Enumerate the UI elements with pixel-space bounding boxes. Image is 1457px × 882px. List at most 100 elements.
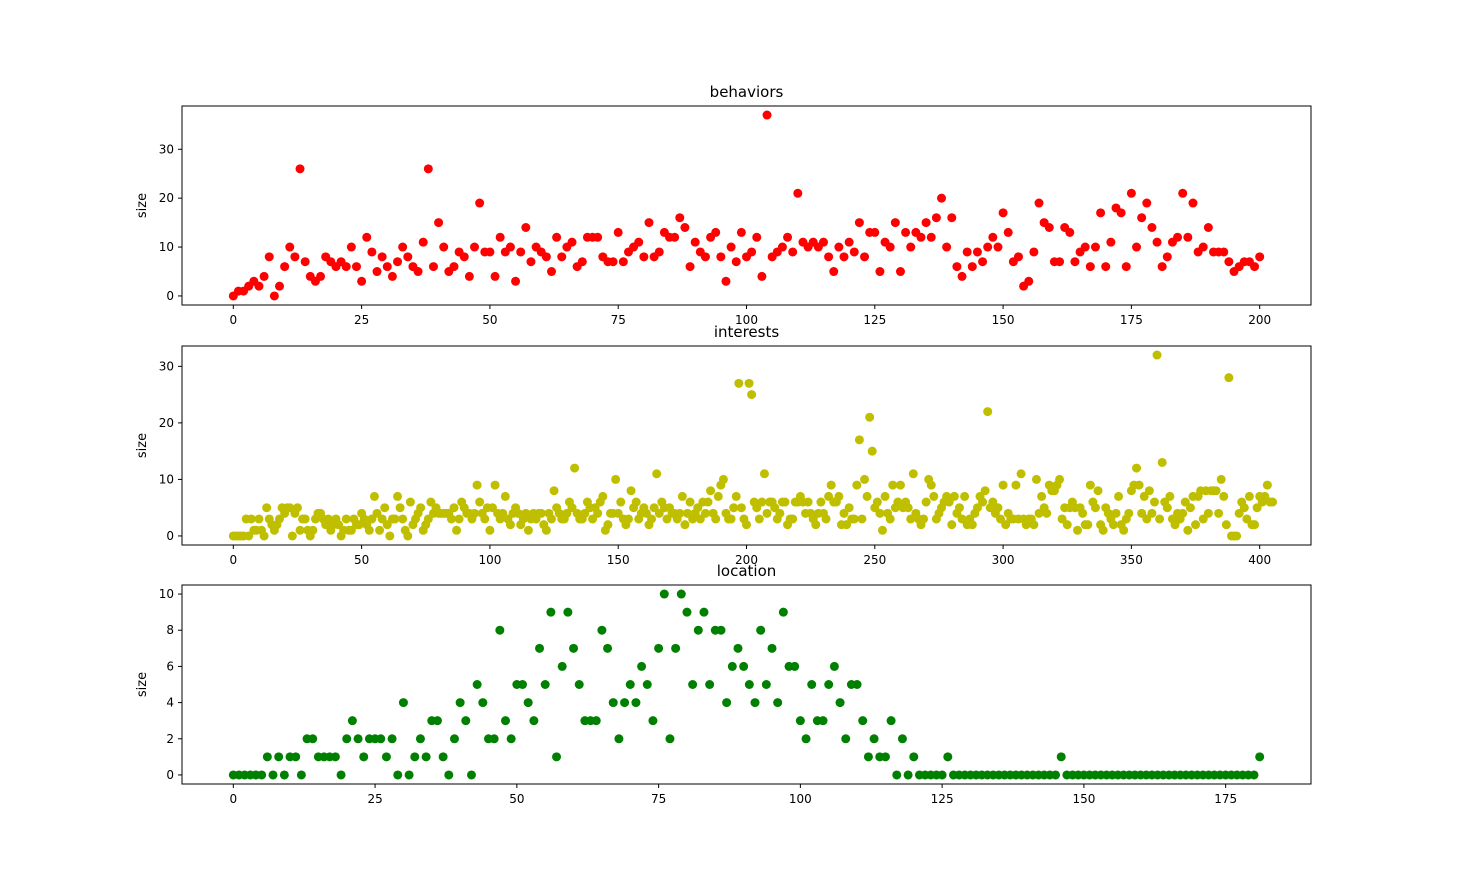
- data-point: [880, 491, 890, 501]
- data-point: [341, 262, 351, 272]
- data-point: [364, 525, 374, 535]
- data-point: [387, 271, 397, 281]
- data-point: [1011, 480, 1021, 490]
- x-tick-label: 50: [509, 792, 524, 806]
- data-point: [495, 625, 505, 635]
- data-point: [472, 480, 482, 490]
- data-point: [671, 643, 681, 653]
- data-point: [631, 698, 641, 708]
- data-point: [563, 607, 573, 617]
- data-point: [264, 252, 274, 262]
- x-tick-label: 125: [931, 792, 954, 806]
- data-point: [536, 508, 546, 518]
- data-point: [393, 491, 403, 501]
- data-point: [490, 480, 500, 490]
- data-point: [1239, 503, 1249, 513]
- data-point: [1098, 525, 1108, 535]
- data-point: [1003, 227, 1013, 237]
- panel-location: location size 0 25 50 75 100 125 150 175 0 2 4 6 8 10: [135, 562, 1312, 806]
- data-point: [1016, 469, 1026, 479]
- data-point: [954, 503, 964, 513]
- data-point: [280, 262, 290, 272]
- data-point: [906, 242, 916, 252]
- data-point: [254, 281, 264, 291]
- data-point: [446, 514, 456, 524]
- data-point: [1116, 208, 1126, 218]
- data-point: [919, 514, 929, 524]
- data-point: [854, 218, 864, 228]
- chart-title-interests: interests: [714, 323, 780, 341]
- data-point: [432, 716, 442, 726]
- data-point: [875, 508, 885, 518]
- data-point: [727, 661, 737, 671]
- data-point: [552, 232, 562, 242]
- data-point: [903, 503, 913, 513]
- data-point: [1147, 508, 1157, 518]
- data-point: [1132, 242, 1142, 252]
- data-point: [795, 716, 805, 726]
- data-point: [377, 252, 387, 262]
- data-point: [521, 223, 531, 233]
- data-point: [613, 227, 623, 237]
- data-point: [603, 643, 613, 653]
- data-point: [757, 271, 767, 281]
- data-point: [690, 237, 700, 247]
- data-point: [773, 698, 783, 708]
- data-point: [734, 378, 744, 388]
- data-point: [788, 247, 798, 257]
- x-tick-label: 0: [229, 792, 237, 806]
- data-point: [357, 276, 367, 286]
- chart-title-location: location: [717, 562, 777, 580]
- data-point: [675, 508, 685, 518]
- data-point: [367, 247, 377, 257]
- data-point: [1173, 232, 1183, 242]
- data-point: [591, 716, 601, 726]
- data-point: [546, 514, 556, 524]
- data-point: [403, 252, 413, 262]
- points-location: [228, 589, 1265, 780]
- data-point: [733, 643, 743, 653]
- x-tick-label: 100: [735, 313, 758, 327]
- data-point: [757, 497, 767, 507]
- data-point: [395, 503, 405, 513]
- panel-interests: interests size 0 50 100 150 200 250 300 350 400 0 10…: [135, 323, 1312, 567]
- data-point: [988, 232, 998, 242]
- data-point: [480, 514, 490, 524]
- data-point: [775, 508, 785, 518]
- data-point: [739, 661, 749, 671]
- x-tick-label: 150: [607, 553, 630, 567]
- data-point: [929, 491, 939, 501]
- data-point: [1132, 463, 1142, 473]
- data-point: [1268, 497, 1278, 507]
- data-point: [415, 734, 425, 744]
- data-point: [1250, 520, 1260, 530]
- data-point: [1178, 188, 1188, 198]
- x-tick-label: 75: [611, 313, 626, 327]
- data-point: [603, 520, 613, 530]
- data-point: [620, 698, 630, 708]
- y-tick-label: 2: [166, 732, 174, 746]
- data-point: [611, 474, 621, 484]
- data-point: [777, 242, 787, 252]
- data-point: [676, 589, 686, 599]
- data-point: [716, 625, 726, 635]
- data-point: [616, 497, 626, 507]
- data-point: [980, 486, 990, 496]
- data-point: [1055, 474, 1065, 484]
- data-point: [1178, 508, 1188, 518]
- data-point: [890, 218, 900, 228]
- data-point: [376, 734, 386, 744]
- data-point: [381, 752, 391, 762]
- data-point: [726, 242, 736, 252]
- data-point: [1183, 525, 1193, 535]
- data-point: [516, 247, 526, 257]
- data-point: [393, 770, 403, 780]
- data-point: [677, 491, 687, 501]
- data-point: [897, 734, 907, 744]
- data-point: [505, 242, 515, 252]
- data-point: [1083, 520, 1093, 530]
- data-point: [849, 514, 859, 524]
- data-point: [1211, 486, 1221, 496]
- data-point: [703, 497, 713, 507]
- x-tick-label: 200: [735, 553, 758, 567]
